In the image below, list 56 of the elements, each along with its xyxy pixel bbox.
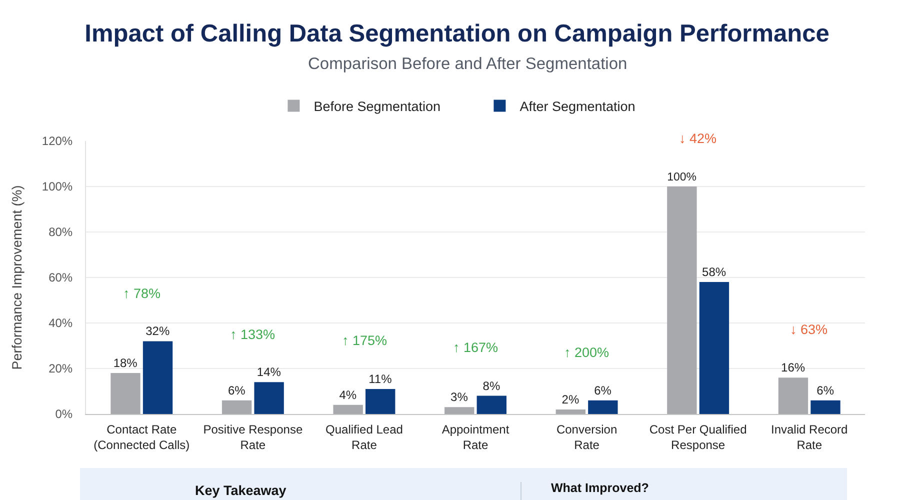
data-label: 2%	[562, 392, 580, 406]
y-tick-label: 20%	[48, 362, 73, 376]
chart-subtitle: Comparison Before and After Segmentation	[308, 55, 628, 73]
x-tick-label: Appointment Rate	[442, 422, 510, 452]
bar	[556, 409, 586, 414]
bar	[142, 341, 173, 414]
data-label: 18%	[113, 356, 138, 370]
x-tick-label: Invalid Record Rate	[771, 422, 848, 452]
data-label: 32%	[146, 324, 170, 338]
y-tick-label: 0%	[55, 407, 73, 422]
bar	[810, 400, 840, 414]
annotation: ↓ 42%	[679, 131, 717, 146]
bar	[254, 382, 284, 414]
data-label: 100%	[667, 172, 696, 184]
bar	[667, 186, 697, 414]
bar	[476, 396, 506, 414]
x-tick-label: Positive Response Rate	[203, 422, 303, 452]
annotation: ↑ 133%	[230, 327, 276, 342]
data-label: 14%	[256, 365, 282, 380]
bar	[444, 407, 474, 414]
data-label: 6%	[594, 383, 612, 398]
data-label: 8%	[482, 378, 500, 393]
y-tick-label: 120%	[42, 134, 73, 148]
x-tick-label: Cost Per Qualified Response	[649, 422, 747, 452]
chart-title: Impact of Calling Data Segmentation on Campaign Performance	[84, 20, 830, 48]
y-tick-label: 100%	[42, 180, 73, 194]
bar	[110, 373, 140, 414]
annotation: ↑ 78%	[123, 286, 161, 301]
annotation: ↑ 175%	[342, 333, 388, 348]
x-tick-label: Contact Rate (Connected Calls)	[94, 422, 190, 452]
annotation: ↓ 63%	[790, 322, 828, 337]
annotation: ↑ 200%	[564, 345, 610, 360]
x-tick-label: Qualified Lead Rate	[326, 422, 403, 452]
data-label: 6%	[816, 383, 834, 398]
data-label: 3%	[450, 390, 468, 404]
y-axis-title: Performance Improvement (%)	[10, 185, 25, 370]
legend-label: Before Segmentation	[314, 99, 441, 114]
bar	[588, 400, 618, 414]
data-label: 4%	[339, 388, 357, 402]
y-tick-label: 40%	[48, 316, 73, 330]
y-tick-label: 60%	[48, 270, 73, 285]
bar	[366, 388, 396, 414]
annotation: ↑ 167%	[453, 340, 498, 355]
bar	[222, 400, 252, 414]
text: What Improved?	[551, 481, 649, 495]
legend-label: After Segmentation	[520, 99, 636, 114]
y-tick-label: 80%	[48, 225, 73, 240]
data-label: 11%	[368, 372, 392, 386]
bar	[333, 404, 363, 414]
text: Key Takeaway	[195, 483, 287, 498]
bar	[699, 282, 730, 414]
x-tick-label: Conversion Rate	[556, 422, 618, 452]
data-label: 16%	[781, 360, 806, 375]
bar	[778, 378, 808, 414]
data-label: 58%	[702, 265, 726, 280]
data-label: 6%	[228, 383, 246, 398]
